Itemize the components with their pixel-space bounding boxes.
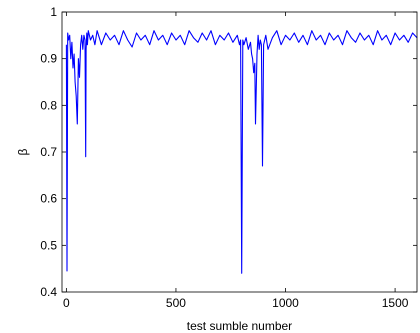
axis-tick-labels: 0 500 1000 1500 0.4 0.5 0.6 0.7 0.8 0.9 1	[40, 5, 408, 310]
y-tick-label: 1	[50, 5, 57, 19]
y-tick-label: 0.7	[40, 145, 57, 159]
x-tick-label: 0	[63, 296, 70, 310]
y-tick-label: 0.6	[40, 192, 57, 206]
y-tick-label: 0.8	[40, 98, 57, 112]
y-axis-label: β	[16, 148, 30, 155]
y-tick-label: 0.5	[40, 238, 57, 252]
x-tick-label: 500	[166, 296, 186, 310]
plot-frame	[61, 11, 418, 293]
x-tick-label: 1500	[382, 296, 409, 310]
y-tick-label: 0.4	[40, 285, 57, 299]
x-axis-label: test sumble number	[187, 319, 292, 333]
x-tick-label: 1000	[272, 296, 299, 310]
series-line	[65, 30, 418, 274]
plot-area	[62, 12, 417, 292]
y-tick-label: 0.9	[40, 52, 57, 66]
